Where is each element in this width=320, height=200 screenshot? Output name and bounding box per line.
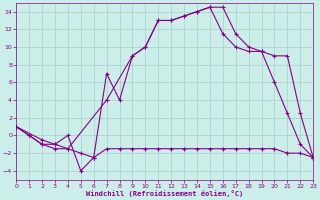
X-axis label: Windchill (Refroidissement éolien,°C): Windchill (Refroidissement éolien,°C) <box>86 190 243 197</box>
